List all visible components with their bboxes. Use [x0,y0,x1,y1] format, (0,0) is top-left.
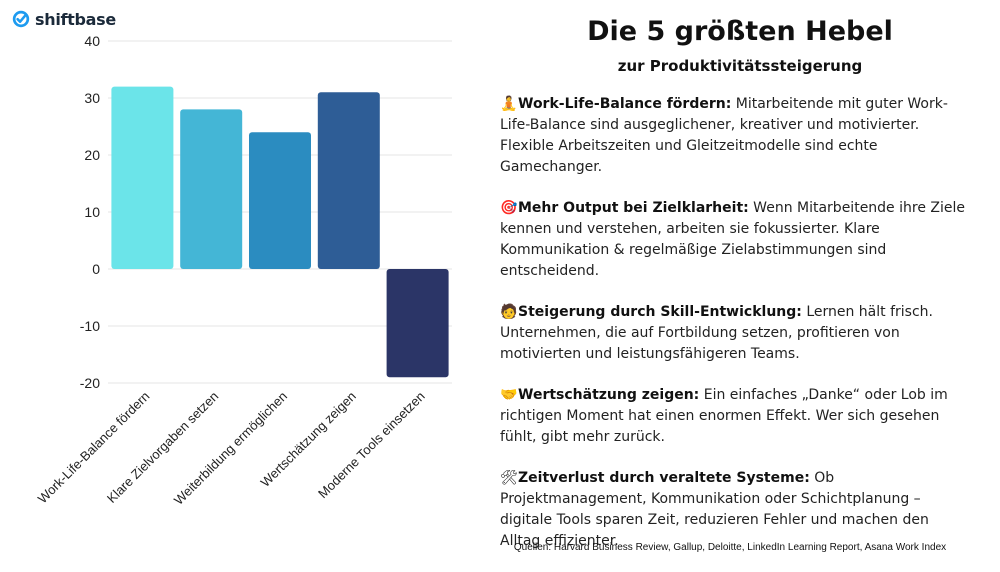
lever-heading: Work-Life-Balance fördern: [518,96,732,112]
bar [249,132,311,269]
lever-item: 🧑Steigerung durch Skill-Entwicklung: Ler… [500,302,972,365]
lever-item: 🎯Mehr Output bei Zielklarheit: Wenn Mita… [500,198,972,282]
lever-text: Ein einfaches „Danke“ oder Lob im richti… [500,387,948,445]
person-balance-icon: 🧘 [500,96,518,112]
sources-note: Quellen: Harvard Business Review, Gallup… [513,542,947,553]
x-category-label: Klare Zielvorgaben setzen [104,389,221,506]
y-tick-label: 40 [84,33,100,49]
lever-heading: Steigerung durch Skill-Entwicklung: [518,304,802,320]
bar-chart: -20 -10 0 10 20 30 40 Work-Life-Balance fördern… [35,33,452,508]
y-tick-label: 10 [84,204,100,220]
y-tick-label: 20 [84,147,100,163]
y-tick-label: 30 [84,90,100,106]
lever-item: 🤝Wertschätzung zeigen: Ein einfaches „Da… [500,385,972,448]
lever-text: Wenn Mitarbeitende ihre Ziele kennen und… [500,200,965,279]
lever-item: 🧘Work-Life-Balance fördern: Mitarbeitend… [500,94,972,178]
bar [180,109,243,270]
lever-list: 🧘Work-Life-Balance fördern: Mitarbeitend… [500,94,972,572]
lever-heading: Wertschätzung zeigen: [518,387,700,403]
brand-logo: shiftbase [12,8,116,30]
bar [386,269,449,378]
lever-item: 🛠Zeitverlust durch veraltete Systeme: Ob… [500,468,972,552]
page-title: Die 5 größten Hebel [587,16,893,47]
y-tick-label: 0 [92,261,100,277]
brand-name: shiftbase [35,9,116,29]
target-icon: 🎯 [500,200,518,216]
tools-icon: 🛠 [500,470,518,486]
lever-heading: Zeitverlust durch veraltete Systeme: [518,470,810,486]
lever-text: Lernen hält frisch. Unternehmen, die auf… [500,304,933,362]
bar [111,86,174,269]
lever-text: Ob Projektmanagement, Kommunikation oder… [500,470,929,549]
student-icon: 🧑 [500,304,518,320]
y-tick-label: -20 [80,375,100,391]
handshake-icon: 🤝 [500,387,518,403]
x-category-label: Weiterbildung ermöglichen [171,389,290,508]
lever-heading: Mehr Output bei Zielklarheit: [518,200,749,216]
lever-text: Mitarbeitende mit guter Work-Life-Balanc… [500,96,948,175]
page-subtitle: zur Produktivitätssteigerung [617,57,863,75]
bar [317,92,380,269]
check-circle-icon [12,10,30,28]
x-category-label: Work-Life-Balance fördern [35,389,153,507]
y-tick-label: -10 [80,318,100,334]
